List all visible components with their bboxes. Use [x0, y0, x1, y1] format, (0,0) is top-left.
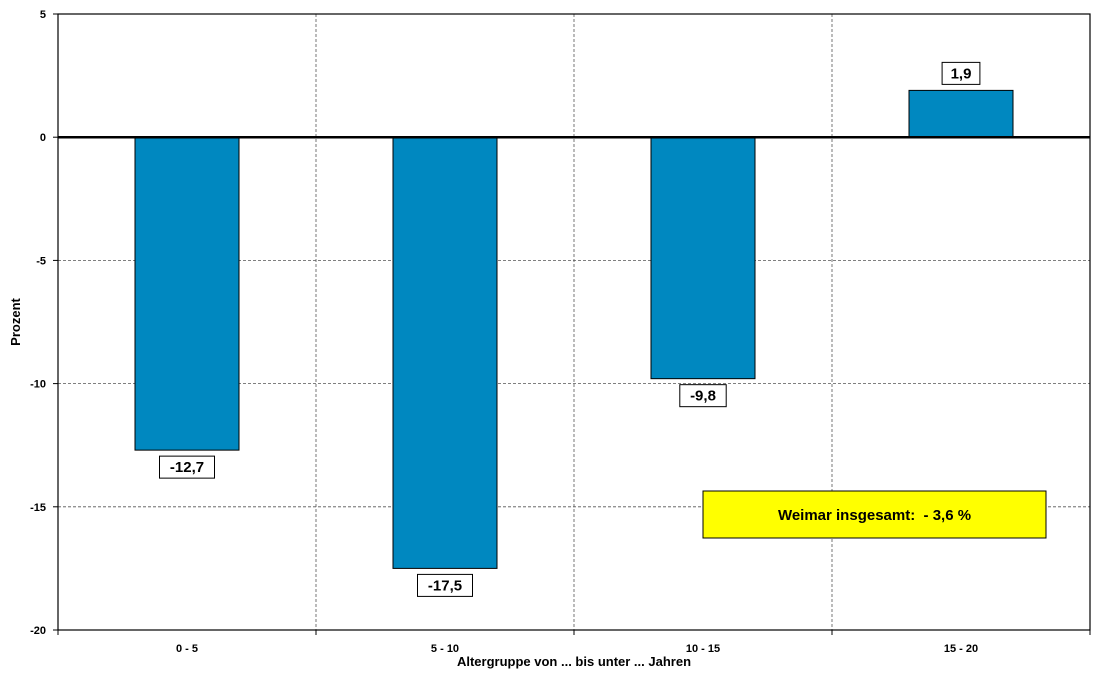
y-tick-label: -10	[30, 379, 46, 391]
bar	[134, 136, 240, 451]
y-tick-labels: 5 0 -5 -10 -15 -20	[30, 9, 58, 637]
y-tick-label: -5	[36, 255, 46, 267]
data-label: -17,5	[428, 577, 462, 594]
data-label: -12,7	[170, 459, 204, 476]
annotation: Weimar insgesamt: - 3,6 %	[702, 490, 1047, 539]
data-label: -9,8	[690, 388, 716, 405]
data-label-box	[159, 455, 215, 479]
x-tick-label: 10 - 15	[686, 643, 720, 655]
annotation-box	[702, 490, 1047, 539]
data-label-box	[679, 384, 727, 408]
x-axis-title: Altergruppe von ... bis unter ... Jahren	[457, 654, 691, 669]
data-label-box	[941, 61, 981, 85]
x-tick-label: 0 - 5	[176, 643, 198, 655]
data-label-box	[417, 573, 473, 597]
data-label: 1,9	[951, 65, 972, 82]
y-tick-label: -20	[30, 625, 46, 637]
bar	[650, 136, 756, 380]
bar	[908, 89, 1014, 138]
y-tick-label: 0	[40, 132, 46, 144]
bars-layer	[134, 89, 1014, 569]
y-tick-label: -15	[30, 502, 46, 514]
bar	[392, 136, 498, 569]
y-axis-title: Prozent	[8, 297, 23, 345]
y-tick-label: 5	[40, 9, 46, 21]
data-labels: -12,7 -17,5 -9,8 1,9	[159, 61, 981, 597]
x-tick-label: 5 - 10	[431, 643, 459, 655]
x-tick-label: 15 - 20	[944, 643, 978, 655]
x-tick-labels: 0 - 5 5 - 10 10 - 15 15 - 20	[57, 630, 1091, 655]
annotation-text: Weimar insgesamt: - 3,6 %	[778, 507, 971, 524]
